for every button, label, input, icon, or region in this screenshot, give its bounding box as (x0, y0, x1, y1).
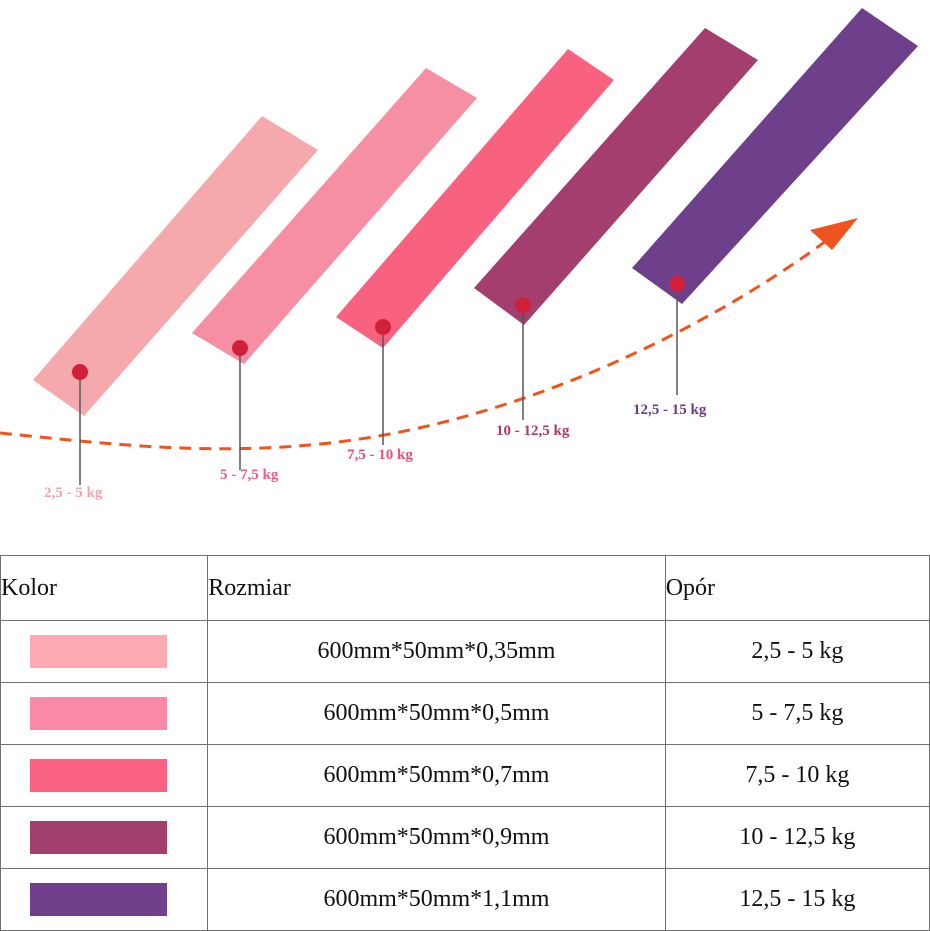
table-row: 600mm*50mm*0,5mm 5 - 7,5 kg (0, 682, 930, 745)
band-2-dot (232, 340, 248, 356)
band-2-label: 5 - 7,5 kg (220, 467, 279, 483)
band-1-label: 2,5 - 5 kg (44, 485, 103, 501)
spec-table: Kolor Rozmiar Opór 600mm*50mm*0,35mm 2,5… (0, 555, 930, 931)
band-3-label: 7,5 - 10 kg (347, 447, 413, 463)
band-2 (192, 68, 477, 470)
band-illustration: 2,5 - 5 kg 5 - 7,5 kg 7,5 - 10 kg 10 - 1… (0, 8, 918, 501)
table-header-row: Kolor Rozmiar Opór (0, 555, 930, 621)
band-1 (33, 116, 318, 485)
header-resistance: Opór (664, 555, 930, 621)
color-cell (0, 868, 209, 931)
band-4 (474, 28, 758, 420)
color-swatch (30, 759, 167, 792)
band-2-strip (192, 68, 477, 364)
color-cell (0, 744, 209, 807)
table-row: 600mm*50mm*0,9mm 10 - 12,5 kg (0, 806, 930, 869)
band-3 (336, 49, 614, 445)
band-5-label: 12,5 - 15 kg (633, 402, 707, 418)
table-row: 600mm*50mm*1,1mm 12,5 - 15 kg (0, 868, 930, 931)
band-illustration-svg (0, 8, 918, 485)
color-cell (0, 620, 209, 683)
color-cell (0, 682, 209, 745)
band-3-dot (375, 319, 391, 335)
band-5-strip (632, 8, 918, 304)
resistance-cell: 10 - 12,5 kg (664, 806, 930, 869)
header-size: Rozmiar (207, 555, 666, 621)
table-row: 600mm*50mm*0,7mm 7,5 - 10 kg (0, 744, 930, 807)
resistance-cell: 5 - 7,5 kg (664, 682, 930, 745)
color-cell (0, 806, 209, 869)
header-color: Kolor (0, 555, 209, 621)
band-3-strip (336, 49, 614, 348)
size-cell: 600mm*50mm*1,1mm (207, 868, 666, 931)
size-cell: 600mm*50mm*0,9mm (207, 806, 666, 869)
progression-arrow-head (810, 218, 858, 250)
band-4-label: 10 - 12,5 kg (496, 423, 570, 439)
size-cell: 600mm*50mm*0,7mm (207, 744, 666, 807)
table-row: 600mm*50mm*0,35mm 2,5 - 5 kg (0, 620, 930, 683)
progression-arrow (0, 236, 831, 451)
color-swatch (30, 821, 167, 854)
band-5 (632, 8, 918, 395)
band-4-strip (474, 28, 758, 325)
color-swatch (30, 883, 167, 916)
color-swatch (30, 635, 167, 668)
band-5-dot (669, 276, 685, 292)
resistance-cell: 2,5 - 5 kg (664, 620, 930, 683)
band-4-dot (515, 297, 531, 313)
resistance-cell: 7,5 - 10 kg (664, 744, 930, 807)
size-cell: 600mm*50mm*0,5mm (207, 682, 666, 745)
band-1-strip (33, 116, 318, 416)
color-swatch (30, 697, 167, 730)
band-1-dot (72, 364, 88, 380)
size-cell: 600mm*50mm*0,35mm (207, 620, 666, 683)
resistance-cell: 12,5 - 15 kg (664, 868, 930, 931)
